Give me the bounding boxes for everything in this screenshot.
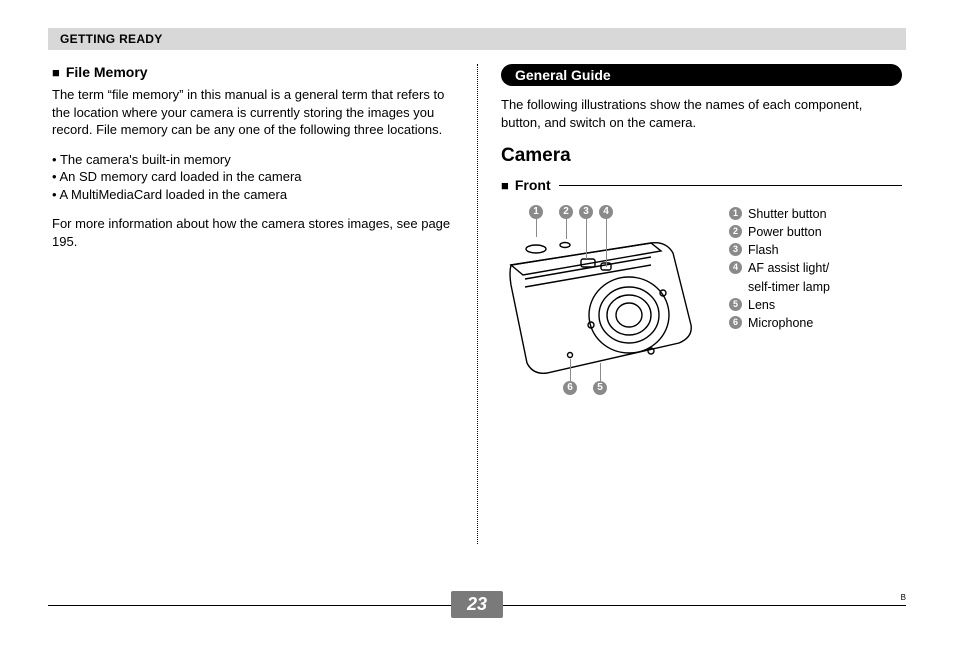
legend-label: Microphone <box>748 314 813 332</box>
legend-item: 6 Microphone <box>729 314 830 332</box>
section-header: GETTING READY <box>48 28 906 50</box>
legend-label: Lens <box>748 296 775 314</box>
legend-num: 5 <box>729 298 742 311</box>
leader-line <box>536 219 537 237</box>
legend-num: 2 <box>729 225 742 238</box>
legend-label: Flash <box>748 241 779 259</box>
legend-item: 3 Flash <box>729 241 830 259</box>
leader-line <box>586 219 587 259</box>
leader-line <box>566 219 567 239</box>
callout-num-1: 1 <box>529 205 543 219</box>
legend-num: 4 <box>729 261 742 274</box>
front-legend: 1 Shutter button 2 Power button 3 Flash … <box>729 205 830 332</box>
legend-num: 3 <box>729 243 742 256</box>
legend-item-cont: self-timer lamp <box>729 278 830 296</box>
legend-num: 1 <box>729 207 742 220</box>
camera-front-figure: 1 2 3 4 6 5 <box>501 205 711 405</box>
file-memory-bullets: The camera's built-in memory An SD memor… <box>52 151 453 204</box>
column-divider <box>477 64 478 544</box>
callout-num-3: 3 <box>579 205 593 219</box>
footer-mark: B <box>901 593 906 602</box>
callout-num-6: 6 <box>563 381 577 395</box>
legend-label: Shutter button <box>748 205 827 223</box>
legend-num: 6 <box>729 316 742 329</box>
camera-title: Camera <box>501 145 902 167</box>
page-footer: 23 B <box>48 605 906 606</box>
file-memory-para2: For more information about how the camer… <box>52 215 453 250</box>
legend-item: 1 Shutter button <box>729 205 830 223</box>
legend-item: 5 Lens <box>729 296 830 314</box>
bullet-item: The camera's built-in memory <box>52 151 453 169</box>
callout-num-5: 5 <box>593 381 607 395</box>
legend-item: 4 AF assist light/ <box>729 259 830 277</box>
file-memory-para1: The term “file memory” in this manual is… <box>52 86 453 139</box>
general-guide-intro: The following illustrations show the nam… <box>501 96 902 131</box>
leader-line <box>570 359 571 381</box>
callout-num-2: 2 <box>559 205 573 219</box>
legend-item: 2 Power button <box>729 223 830 241</box>
callout-num-4: 4 <box>599 205 613 219</box>
front-label: Front <box>501 177 551 193</box>
legend-label: Power button <box>748 223 822 241</box>
front-rule <box>559 185 902 186</box>
general-guide-heading: General Guide <box>501 64 902 86</box>
bullet-item: An SD memory card loaded in the camera <box>52 168 453 186</box>
legend-label: self-timer lamp <box>748 278 830 296</box>
leader-line <box>606 219 607 267</box>
right-column: General Guide The following illustration… <box>477 64 906 405</box>
page-number: 23 <box>451 591 503 618</box>
legend-label: AF assist light/ <box>748 259 829 277</box>
leader-line <box>600 363 601 381</box>
section-header-text: GETTING READY <box>60 32 163 46</box>
bullet-item: A MultiMediaCard loaded in the camera <box>52 186 453 204</box>
left-column: File Memory The term “file memory” in th… <box>48 64 477 405</box>
file-memory-heading: File Memory <box>52 64 453 80</box>
